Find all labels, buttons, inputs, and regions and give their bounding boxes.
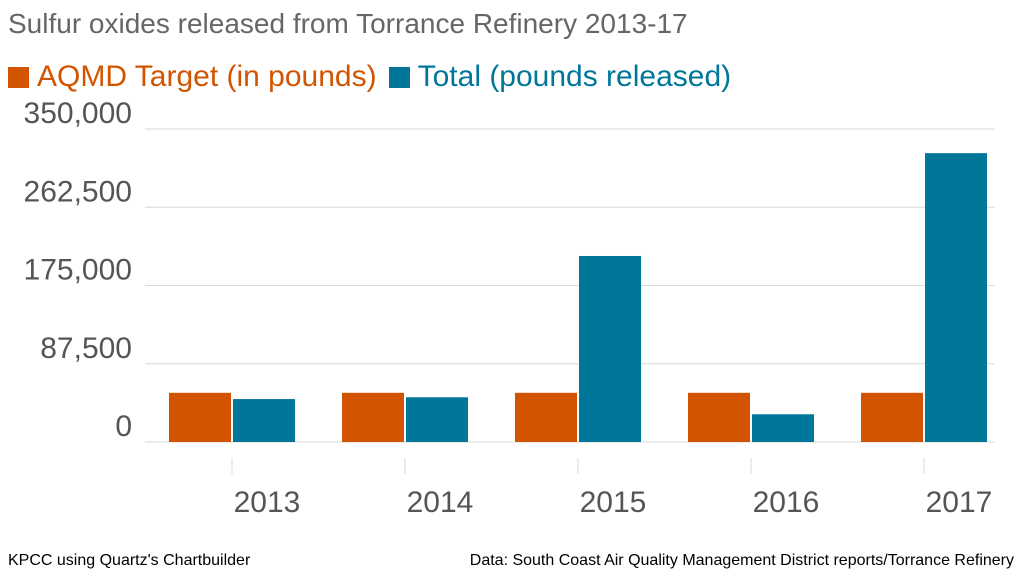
legend-label-total: Total (pounds released) (417, 60, 732, 93)
x-tick-label: 2015 (580, 486, 647, 519)
bar-total-2014 (406, 397, 468, 442)
y-tick-label: 87,500 (40, 332, 132, 365)
x-tick-label: 2017 (926, 486, 993, 519)
legend-label-aqmd-target: AQMD Target (in pounds) (37, 60, 377, 93)
y-tick-label: 262,500 (24, 175, 132, 208)
footer-credit: KPCC using Quartz's Chartbuilder (8, 552, 251, 569)
footer-source: Data: South Coast Air Quality Management… (469, 552, 1014, 569)
x-tick-label: 2016 (753, 486, 820, 519)
legend-swatch-total (388, 66, 410, 88)
bar-total-2016 (752, 414, 814, 442)
y-tick-label: 350,000 (24, 97, 132, 130)
y-tick-label: 0 (115, 410, 132, 443)
bar-total-2017 (925, 153, 987, 442)
chart-title: Sulfur oxides released from Torrance Ref… (8, 8, 688, 39)
bar-target-2016 (688, 392, 750, 442)
bar-target-2015 (515, 392, 577, 442)
x-tick-label: 2014 (407, 486, 474, 519)
legend-swatch-aqmd-target (8, 66, 29, 88)
bar-target-2014 (342, 392, 404, 442)
bar-total-2015 (579, 255, 641, 442)
x-tick-label: 2013 (234, 486, 301, 519)
legend-item-aqmd-target: AQMD Target (in pounds) (8, 60, 377, 94)
bar-target-2013 (169, 392, 231, 442)
y-tick-label: 175,000 (24, 254, 132, 287)
bar-total-2013 (233, 399, 295, 442)
bar-target-2017 (861, 392, 923, 442)
legend-item-total: Total (pounds released) (388, 60, 732, 94)
legend: AQMD Target (in pounds) Total (pounds re… (8, 60, 743, 94)
